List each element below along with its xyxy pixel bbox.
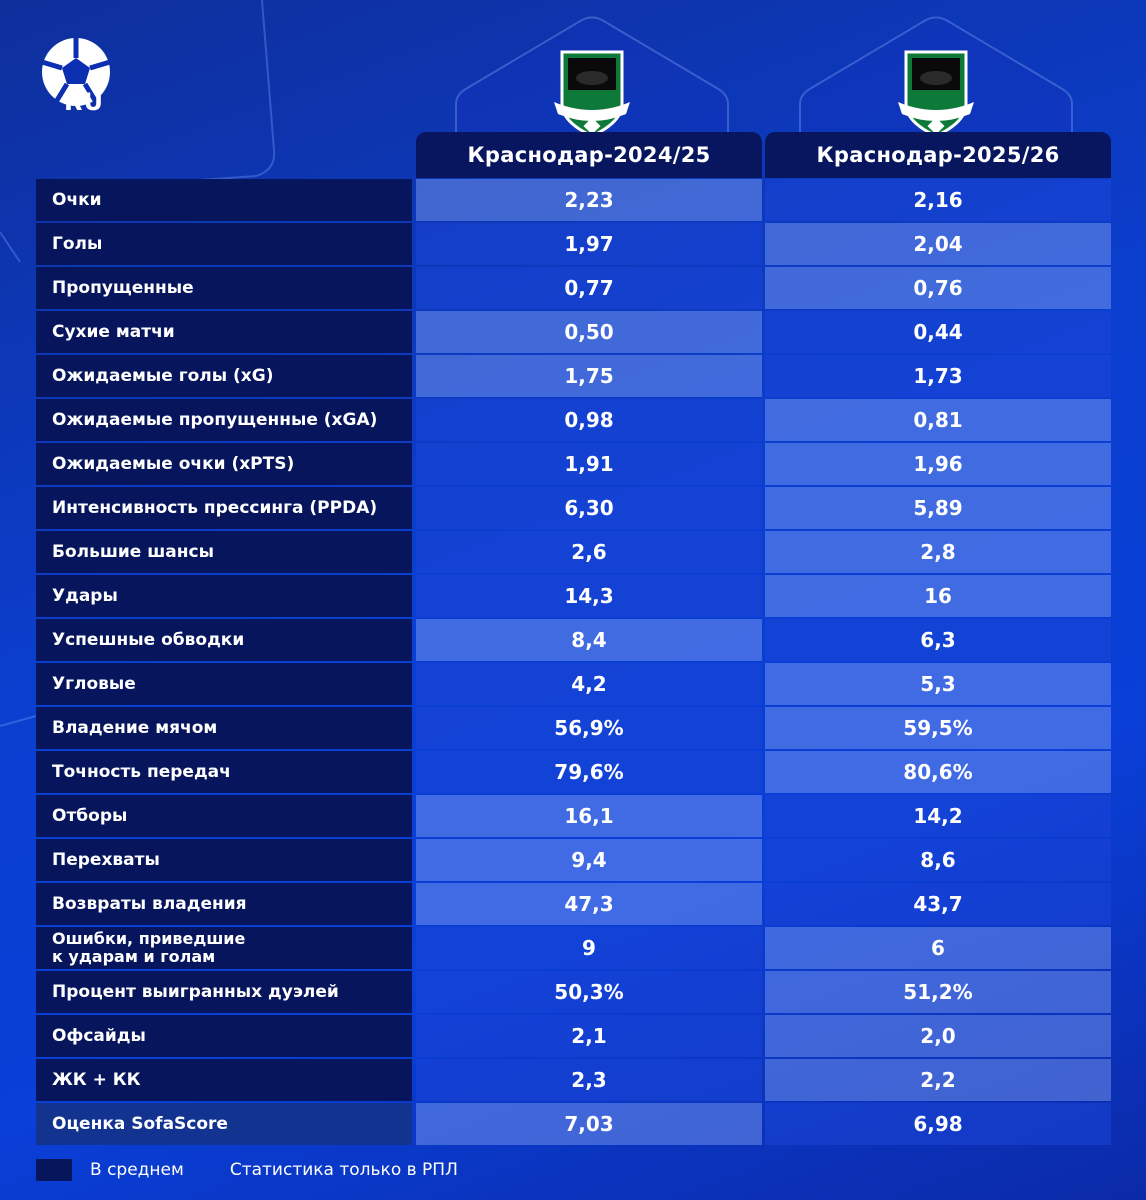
legend-note: Статистика только в РПЛ: [229, 1160, 458, 1180]
column-title-1: Краснодар-2024/25: [416, 132, 762, 178]
row-label: Перехваты: [36, 839, 412, 881]
row-label: Успешные обводки: [36, 619, 412, 661]
row-label: Угловые: [36, 663, 412, 705]
value-2024-25: 0,50: [416, 311, 762, 353]
row-label: Большие шансы: [36, 531, 412, 573]
legend-average: В среднем: [90, 1160, 184, 1180]
value-2025-26: 14,2: [765, 795, 1111, 837]
value-2024-25: 4,2: [416, 663, 762, 705]
value-2024-25: 2,23: [416, 179, 762, 221]
value-2024-25: 0,98: [416, 399, 762, 441]
football-logo-icon: [41, 38, 111, 106]
value-2024-25: 2,6: [416, 531, 762, 573]
row-label: Точность передач: [36, 751, 412, 793]
value-2024-25: 9: [416, 927, 762, 969]
value-2025-26: 6,98: [765, 1103, 1111, 1145]
value-2025-26: 0,76: [765, 267, 1111, 309]
value-2024-25: 50,3%: [416, 971, 762, 1013]
value-2024-25: 79,6%: [416, 751, 762, 793]
value-2024-25: 1,91: [416, 443, 762, 485]
row-label: Пропущенные: [36, 267, 412, 309]
value-2024-25: 14,3: [416, 575, 762, 617]
value-2025-26: 2,2: [765, 1059, 1111, 1101]
value-2025-26: 2,8: [765, 531, 1111, 573]
row-label: Интенсивность прессинга (PPDA): [36, 487, 412, 529]
value-2025-26: 2,04: [765, 223, 1111, 265]
value-2025-26: 80,6%: [765, 751, 1111, 793]
legend: В среднем Статистика только в РПЛ: [36, 1158, 458, 1182]
value-2025-26: 1,73: [765, 355, 1111, 397]
krasnodar-crest-icon: [554, 50, 630, 138]
value-2024-25: 47,3: [416, 883, 762, 925]
value-2025-26: 43,7: [765, 883, 1111, 925]
row-label: Очки: [36, 179, 412, 221]
legend-swatch: [36, 1159, 72, 1181]
value-2024-25: 0,77: [416, 267, 762, 309]
row-label: Отборы: [36, 795, 412, 837]
value-2024-25: 2,1: [416, 1015, 762, 1057]
value-2025-26: 0,81: [765, 399, 1111, 441]
value-2024-25: 8,4: [416, 619, 762, 661]
row-label: Оценка SofaScore: [36, 1103, 412, 1145]
value-2025-26: 0,44: [765, 311, 1111, 353]
row-label: ЖК + КК: [36, 1059, 412, 1101]
value-2024-25: 9,4: [416, 839, 762, 881]
row-label: Удары: [36, 575, 412, 617]
value-2025-26: 5,89: [765, 487, 1111, 529]
value-2024-25: 6,30: [416, 487, 762, 529]
team-header-1: [454, 16, 730, 138]
column-title-2: Краснодар-2025/26: [765, 132, 1111, 178]
value-2024-25: 1,97: [416, 223, 762, 265]
value-2024-25: 2,3: [416, 1059, 762, 1101]
value-2025-26: 6,3: [765, 619, 1111, 661]
logo-text: RU: [64, 88, 104, 116]
row-label: Сухие матчи: [36, 311, 412, 353]
value-2025-26: 16: [765, 575, 1111, 617]
team-header-2: [798, 16, 1074, 138]
row-label: Офсайды: [36, 1015, 412, 1057]
value-2025-26: 1,96: [765, 443, 1111, 485]
row-label: Ожидаемые голы (xG): [36, 355, 412, 397]
value-2024-25: 7,03: [416, 1103, 762, 1145]
row-label: Голы: [36, 223, 412, 265]
value-2025-26: 59,5%: [765, 707, 1111, 749]
value-2025-26: 8,6: [765, 839, 1111, 881]
row-label: Владение мячом: [36, 707, 412, 749]
value-2025-26: 2,16: [765, 179, 1111, 221]
krasnodar-crest-icon: [898, 50, 974, 138]
value-2025-26: 51,2%: [765, 971, 1111, 1013]
value-2024-25: 56,9%: [416, 707, 762, 749]
value-2025-26: 5,3: [765, 663, 1111, 705]
value-2024-25: 1,75: [416, 355, 762, 397]
row-label: Возвраты владения: [36, 883, 412, 925]
value-2025-26: 6: [765, 927, 1111, 969]
row-label: Ошибки, приведшие к ударам и голам: [36, 927, 412, 969]
row-label: Процент выигранных дуэлей: [36, 971, 412, 1013]
value-2025-26: 2,0: [765, 1015, 1111, 1057]
row-label: Ожидаемые пропущенные (xGA): [36, 399, 412, 441]
row-label: Ожидаемые очки (xPTS): [36, 443, 412, 485]
value-2024-25: 16,1: [416, 795, 762, 837]
